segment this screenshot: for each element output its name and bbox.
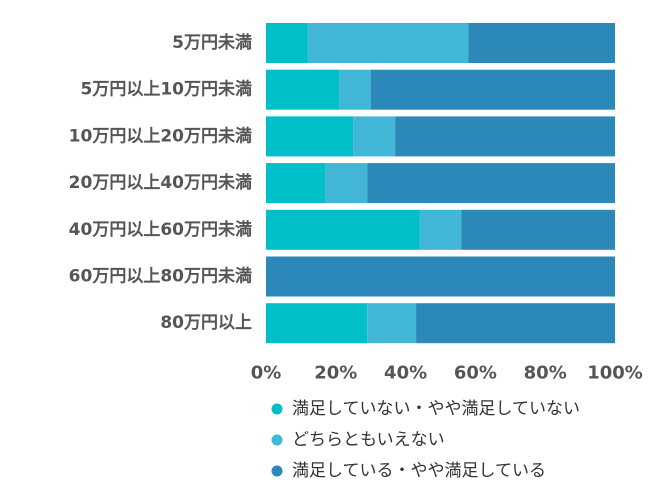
- bar-segment-2-series-1: [266, 69, 340, 110]
- bar-segment-1-series-3: [468, 23, 615, 63]
- legend-item-1: 満足していない・やや満足していない: [271, 399, 580, 419]
- legend: 満足していない・やや満足していないどちらともいえない満足している・やや満足してい…: [271, 399, 580, 481]
- bar-segment-3-series-3: [395, 116, 615, 157]
- category-label-3: 10万円以上20万円未満: [69, 125, 252, 146]
- bar-segment-5-series-3: [461, 209, 615, 250]
- category-label-4: 20万円以上40万円未満: [69, 172, 252, 193]
- bar-segment-7-series-2: [367, 303, 417, 344]
- x-tick-labels: 0% 20% 40% 60% 80% 100%: [251, 363, 643, 384]
- bar-segment-1-series-2: [307, 23, 469, 63]
- category-label-1: 5万円未満: [172, 32, 252, 53]
- bar-segment-3-series-1: [266, 116, 354, 157]
- bar-segment-2-series-2: [339, 69, 371, 110]
- bar-segment-4-series-2: [325, 163, 368, 204]
- bar-segment-4-series-1: [266, 163, 326, 204]
- x-tick-label-3: 40%: [384, 363, 427, 384]
- legend-label-2: どちらともいえない: [292, 430, 445, 450]
- legend-label-1: 満足していない・やや満足していない: [292, 399, 580, 419]
- bar-segment-2-series-3: [370, 69, 615, 110]
- legend-marker-3: [271, 465, 283, 477]
- bars-layer: [266, 23, 615, 344]
- legend-marker-1: [271, 403, 283, 415]
- category-label-6: 60万円以上80万円未満: [69, 266, 252, 287]
- bar-segment-1-series-1: [266, 23, 308, 63]
- legend-item-3: 満足している・やや満足している: [271, 461, 546, 481]
- x-tick-label-4: 60%: [454, 363, 497, 384]
- bar-segment-5-series-2: [419, 209, 462, 250]
- bar-segment-5-series-1: [266, 209, 420, 250]
- x-tick-label-2: 20%: [314, 363, 357, 384]
- category-label-7: 80万円以上: [160, 313, 252, 333]
- bar-segment-7-series-3: [416, 303, 615, 344]
- bar-segment-4-series-3: [367, 163, 615, 204]
- bar-segment-3-series-2: [353, 116, 396, 157]
- x-tick-label-1: 0%: [251, 363, 282, 384]
- category-label-5: 40万円以上60万円未満: [69, 219, 252, 240]
- bar-segment-6-series-3: [266, 256, 615, 297]
- legend-label-3: 満足している・やや満足している: [292, 461, 546, 481]
- legend-item-2: どちらともいえない: [271, 430, 445, 450]
- category-labels: 5万円未満 5万円以上10万円未満 10万円以上20万円未満 20万円以上40万円未満…: [69, 32, 252, 333]
- bar-segment-7-series-1: [266, 303, 368, 344]
- x-tick-label-5: 80%: [524, 363, 567, 384]
- x-tick-label-6: 100%: [587, 363, 643, 384]
- category-label-2: 5万円以上10万円未満: [81, 79, 253, 100]
- legend-marker-2: [271, 434, 283, 446]
